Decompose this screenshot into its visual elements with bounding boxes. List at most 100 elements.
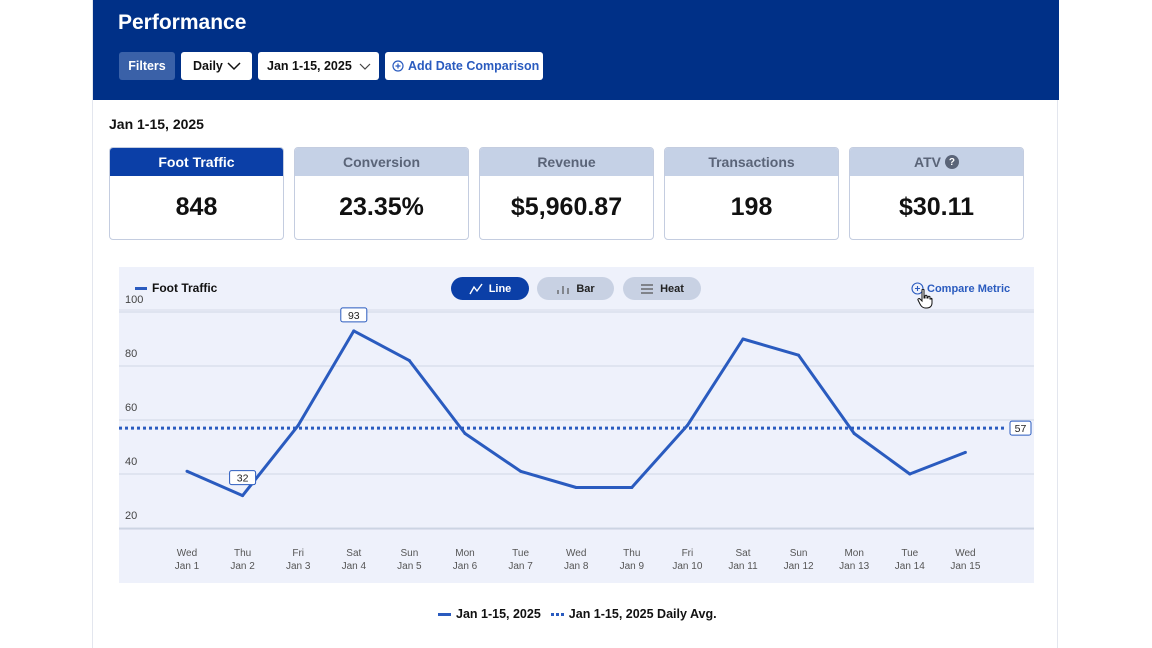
x-tick-date-label: Jan 13 xyxy=(839,561,869,572)
chevron-down-icon xyxy=(359,63,371,70)
x-tick-day-label: Tue xyxy=(512,548,529,559)
x-tick-day-label: Mon xyxy=(844,548,863,559)
metric-card-transactions[interactable]: Transactions 198 xyxy=(664,147,839,240)
metric-label: Foot Traffic xyxy=(158,154,235,170)
page-header: Performance Filters Daily Jan 1-15, 2025… xyxy=(93,0,1059,100)
metric-value: $5,960.87 xyxy=(510,193,623,221)
metric-label: Revenue xyxy=(537,154,596,170)
legend-label: Foot Traffic xyxy=(152,281,218,295)
legend-swatch-solid xyxy=(438,612,451,616)
add-date-comparison-label: Add Date Comparison xyxy=(408,59,540,73)
data-point xyxy=(852,432,856,435)
data-point xyxy=(630,486,634,489)
plus-circle-icon xyxy=(392,60,404,72)
average-value-label: 57 xyxy=(1015,423,1027,435)
filters-button[interactable]: Filters xyxy=(119,52,175,80)
legend-swatch-dotted xyxy=(550,612,564,616)
foot-traffic-series-line xyxy=(186,329,966,498)
x-tick-day-label: Wed xyxy=(955,548,975,559)
legend-avg-label: Jan 1-15, 2025 Daily Avg. xyxy=(568,607,717,621)
hand-cursor-icon xyxy=(917,289,933,309)
average-value-badge xyxy=(1009,420,1032,436)
data-point xyxy=(519,469,523,473)
interval-label: Daily xyxy=(193,59,223,73)
y-tick-label: 40 xyxy=(125,456,137,468)
x-tick-date-label: Jan 3 xyxy=(286,561,311,572)
x-tick-date-label: Jan 5 xyxy=(397,561,422,572)
x-tick-date-label: Jan 6 xyxy=(453,561,478,572)
metric-value: $30.11 xyxy=(898,193,975,221)
data-point xyxy=(407,359,411,363)
legend-series-label: Jan 1-15, 2025 xyxy=(456,607,541,621)
y-tick-label: 60 xyxy=(125,402,137,414)
compare-metric-button[interactable]: Compare Metric xyxy=(911,282,1010,295)
bar-view-toggle[interactable]: Bar xyxy=(537,277,614,300)
date-range-dropdown[interactable]: Jan 1-15, 2025 xyxy=(258,52,379,80)
x-tick-day-label: Fri xyxy=(292,548,304,559)
x-tick-date-label: Jan 11 xyxy=(728,561,758,572)
x-tick-day-label: Wed xyxy=(566,548,586,559)
x-tick-date-label: Jan 12 xyxy=(784,561,814,572)
metric-label: ATV xyxy=(914,154,941,170)
x-tick-day-label: Wed xyxy=(177,548,197,559)
x-tick-date-label: Jan 7 xyxy=(508,561,533,572)
data-point xyxy=(797,353,801,357)
help-icon[interactable]: ? xyxy=(944,155,959,169)
legend-item-series: Jan 1-15, 2025 xyxy=(438,607,541,621)
data-label: 32 xyxy=(237,473,249,485)
data-label-box xyxy=(340,307,368,323)
metric-label: Conversion xyxy=(342,154,420,170)
x-tick-day-label: Thu xyxy=(623,548,640,559)
y-tick-label: 100 xyxy=(125,294,143,306)
plus-circle-icon xyxy=(911,282,924,295)
metric-card-foot-traffic[interactable]: Foot Traffic 848 xyxy=(109,147,284,240)
x-tick-day-label: Sun xyxy=(790,548,808,559)
bar-view-label: Bar xyxy=(576,282,595,295)
data-point xyxy=(963,450,967,454)
x-tick-date-label: Jan 9 xyxy=(620,561,645,572)
y-tick-label: 80 xyxy=(125,348,137,360)
x-tick-day-label: Sat xyxy=(346,548,361,559)
date-range-heading: Jan 1-15, 2025 xyxy=(109,116,204,132)
x-tick-day-label: Thu xyxy=(234,548,251,559)
metric-label: Transactions xyxy=(708,154,795,170)
heatmap-icon xyxy=(641,283,654,294)
x-tick-day-label: Fri xyxy=(682,548,694,559)
app-shell: Performance Filters Daily Jan 1-15, 2025… xyxy=(92,0,1059,648)
data-point xyxy=(296,423,300,427)
x-tick-day-label: Mon xyxy=(455,548,474,559)
metric-card-atv[interactable]: ATV? $30.11 xyxy=(849,147,1024,240)
bar-chart-icon xyxy=(557,285,569,294)
metric-value: 23.35% xyxy=(339,193,424,221)
heat-view-toggle[interactable]: Heat xyxy=(623,277,701,300)
chevron-down-icon xyxy=(227,62,241,71)
x-tick-day-label: Tue xyxy=(901,548,918,559)
metric-card-revenue[interactable]: Revenue $5,960.87 xyxy=(479,147,654,240)
add-date-comparison-button[interactable]: Add Date Comparison xyxy=(385,52,543,80)
data-point xyxy=(741,337,745,341)
legend-swatch xyxy=(135,286,147,290)
line-chart-icon xyxy=(469,283,483,294)
x-tick-date-label: Jan 15 xyxy=(950,561,980,572)
data-label: 93 xyxy=(348,310,360,322)
heat-view-label: Heat xyxy=(660,282,684,295)
data-point xyxy=(463,432,467,435)
chart-legend: Jan 1-15, 2025 Jan 1-15, 2025 Daily Avg. xyxy=(438,607,717,621)
page-title: Performance xyxy=(118,11,247,34)
y-tick-label: 20 xyxy=(125,510,137,522)
data-point xyxy=(241,494,245,498)
metric-card-conversion[interactable]: Conversion 23.35% xyxy=(294,147,469,240)
data-point xyxy=(908,472,912,476)
compare-metric-label: Compare Metric xyxy=(927,282,1011,295)
data-point xyxy=(352,329,356,333)
line-chart: 20 40 60 80 100 Wed Jan 1 Thu Jan 2 Fri Jan 3 Sat Ja… xyxy=(119,294,1034,572)
metric-value: 198 xyxy=(730,193,773,221)
x-tick-date-label: Jan 8 xyxy=(564,561,589,572)
x-tick-date-label: Jan 14 xyxy=(895,561,925,572)
x-tick-date-label: Jan 2 xyxy=(230,561,255,572)
x-tick-date-label: Jan 1 xyxy=(175,561,200,572)
legend-item-average: Jan 1-15, 2025 Daily Avg. xyxy=(550,607,717,621)
x-tick-date-label: Jan 10 xyxy=(672,561,702,572)
interval-dropdown[interactable]: Daily xyxy=(181,52,252,80)
line-view-toggle[interactable]: Line xyxy=(451,277,529,300)
